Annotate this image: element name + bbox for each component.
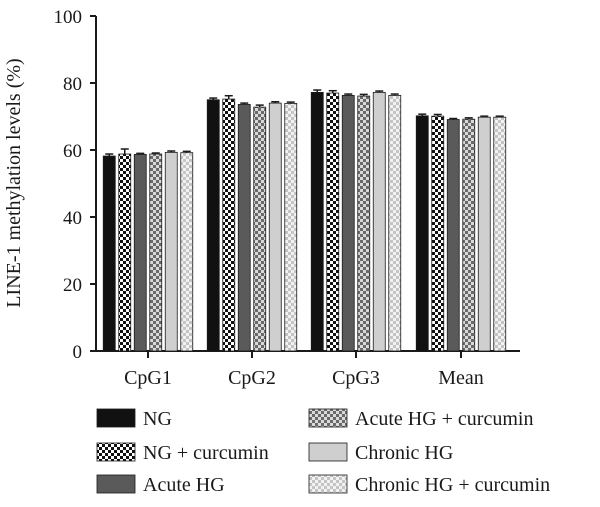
bar — [357, 95, 371, 352]
bar — [180, 152, 194, 352]
legend-label: Acute HG + curcumin — [355, 408, 533, 430]
bar — [237, 104, 251, 352]
legend-swatch — [96, 408, 136, 428]
x-tick-label: CpG2 — [228, 367, 276, 389]
bar — [118, 153, 132, 352]
legend-label: Chronic HG — [355, 442, 453, 464]
x-tick-label: Mean — [438, 367, 484, 389]
bar — [133, 153, 147, 352]
bar — [493, 116, 507, 352]
bar — [164, 151, 178, 352]
bar — [268, 102, 282, 352]
legend-item: Chronic HG — [308, 442, 453, 464]
x-tick-label: CpG3 — [332, 367, 380, 389]
bar — [222, 98, 236, 352]
y-tick-label: 20 — [63, 275, 82, 296]
legend-item: Acute HG — [96, 474, 225, 496]
legend-item: NG + curcumin — [96, 442, 269, 464]
bar — [149, 153, 163, 352]
bar — [102, 155, 116, 352]
y-tick-label: 60 — [63, 141, 82, 162]
bar — [253, 106, 267, 352]
legend: NG NG + curcumin Acute HG Acute HG + curcum… — [96, 408, 550, 496]
y-axis-title: LINE-1 methylation levels (%) — [3, 58, 25, 307]
bar — [477, 116, 491, 352]
legend-label: NG — [143, 408, 172, 430]
bars — [102, 89, 507, 352]
y-axis: 0 20 40 60 80 100 — [54, 7, 97, 363]
x-tick-label: CpG1 — [124, 367, 172, 389]
legend-swatch — [308, 474, 348, 494]
legend-swatch — [96, 474, 136, 494]
bar — [284, 103, 298, 352]
y-tick-label: 80 — [63, 74, 82, 95]
bar — [372, 91, 386, 352]
legend-item: NG — [96, 408, 172, 430]
bar — [446, 119, 460, 352]
bar — [326, 92, 340, 352]
bar — [310, 91, 324, 352]
legend-item: Acute HG + curcumin — [308, 408, 533, 430]
legend-label: Acute HG — [143, 474, 225, 496]
legend-label: Chronic HG + curcumin — [355, 474, 550, 496]
bar — [341, 94, 355, 352]
legend-swatch — [308, 408, 348, 428]
bar — [415, 115, 429, 352]
bar — [462, 118, 476, 352]
bar — [431, 115, 445, 352]
x-axis: CpG1 CpG2 CpG3 Mean — [96, 350, 520, 389]
legend-swatch — [96, 442, 136, 462]
legend-label: NG + curcumin — [143, 442, 269, 464]
y-tick-label: 100 — [54, 7, 83, 28]
y-tick-label: 40 — [63, 208, 82, 229]
legend-swatch — [308, 442, 348, 462]
y-tick-label: 0 — [73, 342, 83, 363]
bar — [388, 94, 402, 352]
legend-item: Chronic HG + curcumin — [308, 474, 550, 496]
bar — [206, 99, 220, 352]
